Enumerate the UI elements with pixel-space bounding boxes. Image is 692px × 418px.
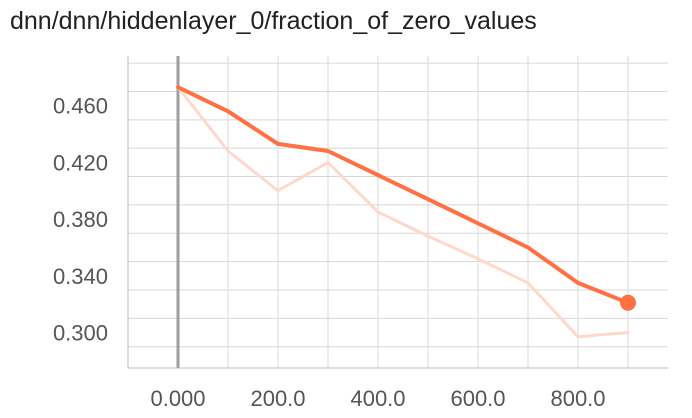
chart-title: dnn/dnn/hiddenlayer_0/fraction_of_zero_v…	[10, 7, 537, 35]
y-tick-label: 0.340	[53, 264, 108, 289]
x-tick-label: 200.0	[250, 386, 305, 411]
y-tick-label: 0.300	[53, 321, 108, 346]
x-tick-label: 400.0	[350, 386, 405, 411]
x-tick-label: 600.0	[450, 386, 505, 411]
x-tick-label: 800.0	[550, 386, 605, 411]
raw-series-line	[176, 85, 630, 339]
y-tick-label: 0.460	[53, 94, 108, 119]
highlight-point-marker[interactable]	[620, 294, 636, 311]
y-tick-label: 0.380	[53, 207, 108, 232]
smoothed-series-line	[176, 85, 630, 305]
x-tick-label: 0.000	[150, 386, 205, 411]
y-tick-label: 0.420	[53, 150, 108, 175]
